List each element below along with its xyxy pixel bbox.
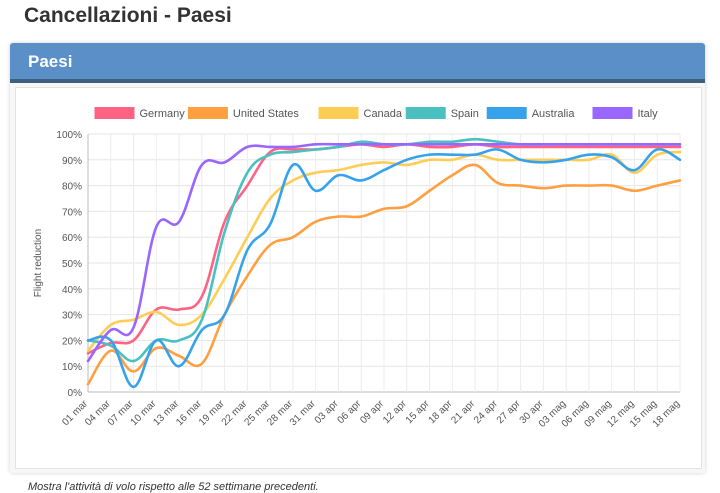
countries-card: Paesi 0% 10% 20% 30% 40% 50% 60% 70% 80% 90% 100% 0… [10, 43, 705, 493]
legend-label-united-states: United States [233, 108, 300, 120]
x-tick-label: 15 apr [404, 398, 432, 426]
series-line-italy [86, 142, 682, 363]
legend-swatch-spain [405, 107, 446, 119]
y-tick-label: 60% [62, 233, 82, 244]
page-title: Cancellazioni - Paesi [24, 4, 232, 27]
legend-swatch-italy [592, 107, 633, 119]
series-line-canada [86, 150, 682, 353]
y-tick-label: 50% [62, 259, 82, 270]
x-tick-label: 27 apr [495, 398, 523, 426]
x-tick-label: 09 apr [358, 398, 386, 426]
series-line-germany [86, 143, 682, 355]
y-tick-label: 70% [62, 207, 82, 218]
legend-swatch-united-states [187, 107, 228, 119]
x-tick-label: 18 apr [427, 398, 455, 426]
y-axis-title: Flight reduction [33, 229, 44, 297]
legend-label-australia: Australia [532, 108, 576, 120]
x-tick-label: 06 apr [336, 398, 364, 426]
y-tick-label: 40% [62, 285, 82, 296]
y-tick-label: 0% [68, 388, 83, 399]
y-tick-label: 80% [62, 182, 82, 193]
x-tick-label: 12 apr [381, 398, 409, 426]
y-tick-label: 10% [62, 362, 82, 373]
y-tick-label: 90% [62, 156, 82, 167]
x-tick-label: 21 apr [449, 398, 477, 426]
legend-label-germany: Germany [140, 108, 186, 120]
chart-footnote: Mostra l'attività di volo rispetto alle … [28, 481, 319, 493]
legend-swatch-canada [318, 107, 359, 119]
card-header: Paesi [10, 43, 705, 83]
x-tick-label: 31 mar [288, 398, 318, 428]
y-tick-label: 20% [62, 336, 82, 347]
card-title: Paesi [28, 52, 73, 71]
legend-label-spain: Spain [451, 108, 479, 120]
y-tick-label: 30% [62, 311, 82, 322]
legend-label-italy: Italy [638, 108, 659, 120]
legend-swatch-australia [486, 107, 527, 119]
flight-reduction-chart: 0%10%20%30%40%50%60%70%80%90%100%01 mar0… [33, 107, 682, 430]
x-tick-label: 03 apr [313, 398, 341, 426]
x-tick-label: 24 apr [472, 398, 500, 426]
y-tick-label: 100% [56, 130, 82, 141]
legend-swatch-germany [94, 107, 135, 119]
series-line-australia [86, 148, 682, 389]
legend-label-canada: Canada [364, 108, 403, 120]
chart-container: 0% 10% 20% 30% 40% 50% 60% 70% 80% 90% 100% 01 mar 0… [15, 87, 702, 469]
